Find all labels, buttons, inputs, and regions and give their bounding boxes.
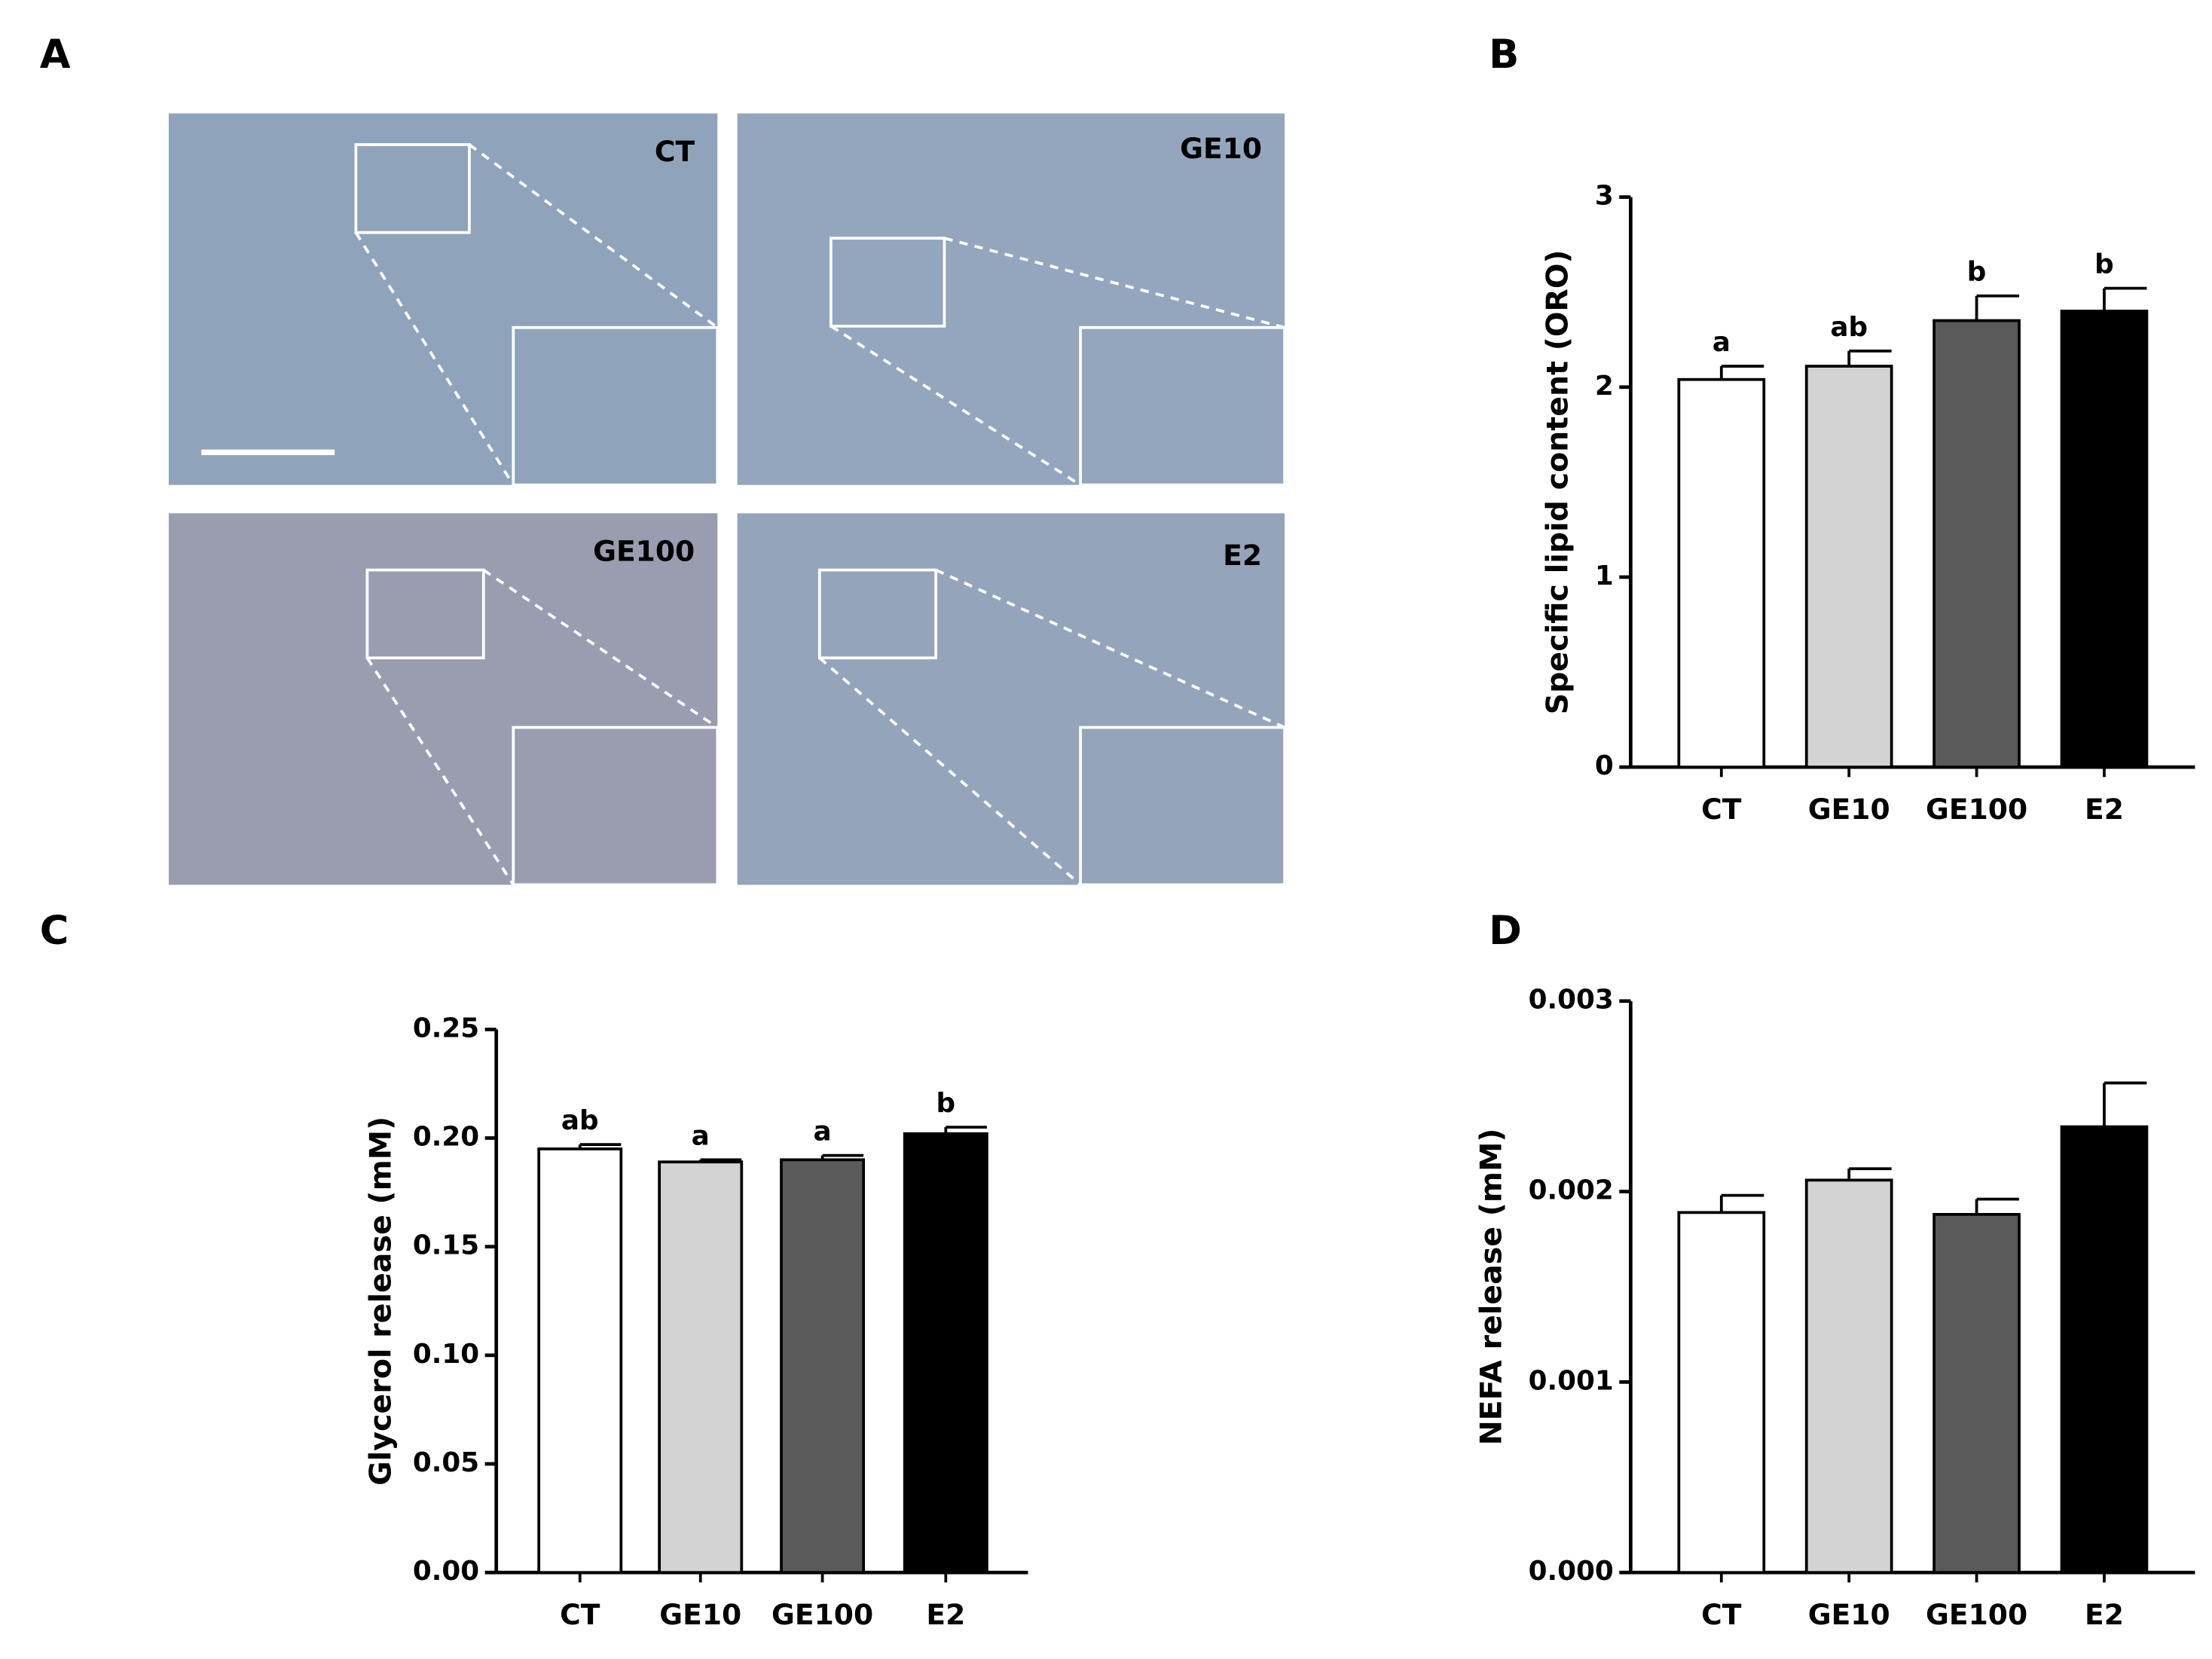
- panel-label: D: [1489, 908, 1522, 954]
- y-tick-label: 0.001: [1529, 1365, 1614, 1396]
- bar: [780, 1158, 866, 1575]
- bar: [658, 1160, 744, 1575]
- significance-letter: a: [1712, 327, 1731, 358]
- y-tick-label: 0.00: [413, 1556, 479, 1587]
- y-tick-label: 2: [1595, 371, 1614, 402]
- micrograph-label: GE100: [593, 535, 695, 568]
- micrograph-label: E2: [1223, 539, 1262, 572]
- significance-letter: b: [936, 1088, 956, 1119]
- bar: [1804, 1178, 1893, 1575]
- x-tick-label: E2: [926, 1598, 965, 1631]
- x-tick-label: GE100: [771, 1598, 873, 1631]
- y-tick-label: 0.10: [413, 1339, 479, 1370]
- y-tick-label: 0.20: [413, 1122, 479, 1153]
- y-axis-label: Specific lipid content (ORO): [1541, 249, 1575, 714]
- y-tick-label: 1: [1595, 561, 1614, 591]
- significance-letter: b: [1967, 257, 1987, 288]
- x-tick-label: E2: [2085, 1598, 2124, 1631]
- y-tick-label: 0: [1595, 750, 1614, 781]
- micrograph: [168, 113, 718, 485]
- x-tick-label: GE10: [1808, 1598, 1890, 1631]
- bar: [1932, 1213, 2021, 1575]
- bar: [1804, 365, 1893, 769]
- micrograph-label: CT: [655, 135, 695, 168]
- bar: [537, 1147, 623, 1575]
- y-tick-label: 0.000: [1529, 1556, 1614, 1587]
- y-tick-label: 0.003: [1529, 985, 1614, 1016]
- y-axis-label: NEFA release (mM): [1474, 1129, 1508, 1446]
- significance-letter: a: [692, 1120, 710, 1151]
- y-tick-label: 0.002: [1529, 1175, 1614, 1206]
- bar: [1677, 1211, 1766, 1575]
- x-tick-label: GE10: [659, 1598, 741, 1631]
- significance-letter: a: [814, 1116, 832, 1147]
- y-tick-label: 3: [1595, 181, 1614, 212]
- bar: [903, 1132, 988, 1575]
- micrograph-images: CT GE10 GE100 E2: [168, 113, 1287, 887]
- micrograph: [737, 113, 1285, 485]
- x-tick-label: GE100: [1926, 1598, 2027, 1631]
- bar: [2060, 310, 2149, 769]
- y-axis-label: Glycerol release (mM): [364, 1117, 399, 1486]
- panel-label: B: [1489, 32, 1519, 78]
- significance-letter: b: [2094, 249, 2114, 280]
- micrograph-label: GE10: [1180, 132, 1262, 165]
- micrograph: [168, 513, 718, 885]
- x-tick-label: E2: [2085, 793, 2124, 826]
- bar: [1932, 319, 2021, 769]
- x-tick-label: GE100: [1926, 793, 2027, 826]
- inset-boxes: [354, 143, 1287, 887]
- significance-letter: ab: [561, 1105, 599, 1136]
- panel-label: A: [40, 32, 71, 78]
- x-tick-label: CT: [560, 1598, 600, 1631]
- x-tick-label: CT: [1701, 1598, 1742, 1631]
- panel-label: C: [40, 908, 69, 954]
- x-tick-label: GE10: [1808, 793, 1890, 826]
- significance-letter: ab: [1830, 312, 1868, 343]
- bar: [2060, 1125, 2149, 1575]
- y-tick-label: 0.25: [413, 1013, 479, 1043]
- y-tick-label: 0.15: [413, 1230, 479, 1261]
- x-tick-label: CT: [1701, 793, 1742, 826]
- y-tick-label: 0.05: [413, 1447, 479, 1478]
- bar: [1677, 377, 1766, 769]
- inset-lines: [354, 143, 1285, 886]
